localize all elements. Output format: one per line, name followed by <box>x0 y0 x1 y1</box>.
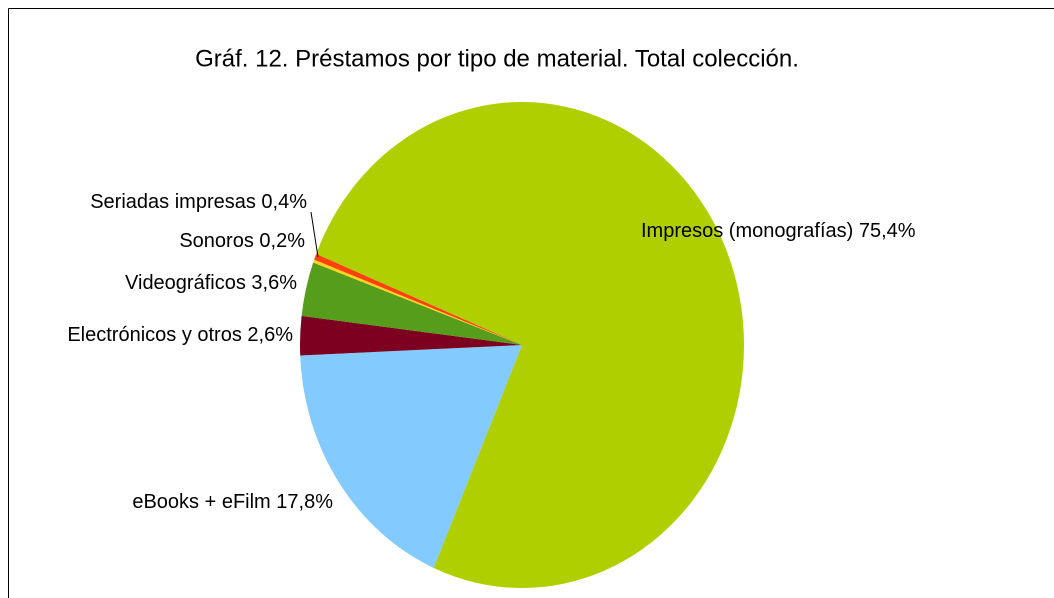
slice-label: Sonoros 0,2% <box>179 230 305 252</box>
category-name: Electrónicos y otros <box>67 324 242 346</box>
chart-title: Gráf. 12. Préstamos por tipo de material… <box>195 45 799 72</box>
value-label: 0,2% <box>259 230 305 252</box>
value-label: 3,6% <box>251 272 297 294</box>
category-name: Sonoros <box>179 230 254 252</box>
pie-slice <box>314 253 522 345</box>
category-name: eBooks + eFilm <box>132 491 270 513</box>
pie-slice <box>313 259 522 345</box>
pie-slice <box>300 345 522 568</box>
category-name: Seriadas impresas <box>90 191 256 213</box>
value-label: 17,8% <box>276 491 333 513</box>
slice-label: eBooks + eFilm 17,8% <box>132 491 333 513</box>
slice-label: Impresos (monografías) 75,4% <box>641 220 916 242</box>
leader-line <box>310 211 319 258</box>
slice-label: Seriadas impresas 0,4% <box>90 191 307 213</box>
value-label: 0,4% <box>261 191 307 213</box>
category-name: Videográficos <box>125 272 246 294</box>
slice-label: Videográficos 3,6% <box>125 272 297 294</box>
value-label: 2,6% <box>247 324 293 346</box>
pie-slice <box>299 315 522 356</box>
pie-slice <box>316 101 744 588</box>
slice-label: Electrónicos y otros 2,6% <box>67 324 293 346</box>
pie-slice <box>301 262 522 345</box>
category-name: Impresos (monografías) <box>641 220 853 242</box>
value-label: 75,4% <box>859 220 916 242</box>
